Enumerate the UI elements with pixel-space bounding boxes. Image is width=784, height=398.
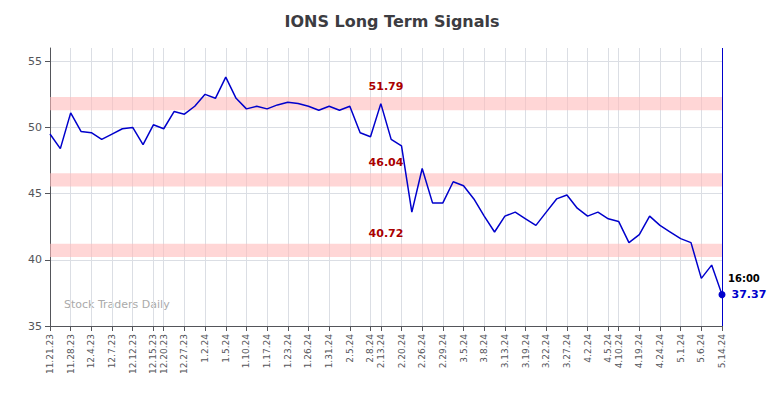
- svg-text:12.15.23: 12.15.23: [148, 334, 158, 374]
- svg-text:2.13.24: 2.13.24: [376, 334, 386, 369]
- svg-text:11.28.23: 11.28.23: [66, 334, 76, 374]
- svg-text:37.37: 37.37: [732, 288, 767, 301]
- svg-text:2.26.24: 2.26.24: [417, 334, 427, 369]
- svg-text:11.21.23: 11.21.23: [45, 334, 55, 374]
- svg-text:4.19.24: 4.19.24: [634, 334, 644, 369]
- svg-text:40.72: 40.72: [369, 227, 404, 240]
- svg-text:16:00: 16:00: [728, 273, 760, 284]
- svg-text:3.8.24: 3.8.24: [479, 334, 489, 363]
- svg-text:3.5.24: 3.5.24: [459, 334, 469, 363]
- svg-text:12.12.23: 12.12.23: [128, 334, 138, 374]
- svg-text:12.27.23: 12.27.23: [179, 334, 189, 374]
- svg-text:51.79: 51.79: [369, 80, 404, 93]
- svg-text:55: 55: [28, 55, 42, 68]
- svg-text:40: 40: [28, 253, 42, 266]
- svg-text:5.1.24: 5.1.24: [676, 334, 686, 363]
- svg-text:2.5.24: 2.5.24: [345, 334, 355, 363]
- svg-text:2.29.24: 2.29.24: [438, 334, 448, 369]
- svg-text:12.7.23: 12.7.23: [107, 334, 117, 368]
- svg-text:4.10.24: 4.10.24: [614, 334, 624, 369]
- svg-text:50: 50: [28, 121, 42, 134]
- svg-text:12.20.23: 12.20.23: [159, 334, 169, 374]
- svg-text:4.2.24: 4.2.24: [583, 334, 593, 363]
- svg-text:3.13.24: 3.13.24: [500, 334, 510, 369]
- svg-text:IONS Long Term Signals: IONS Long Term Signals: [284, 12, 499, 31]
- svg-text:5.6.24: 5.6.24: [696, 334, 706, 363]
- svg-text:1.2.24: 1.2.24: [200, 334, 210, 363]
- svg-text:Stock Traders Daily: Stock Traders Daily: [64, 298, 170, 311]
- svg-text:45: 45: [28, 187, 42, 200]
- svg-text:2.8.24: 2.8.24: [365, 334, 375, 363]
- svg-text:1.17.24: 1.17.24: [262, 334, 272, 369]
- svg-text:12.4.23: 12.4.23: [86, 334, 96, 368]
- svg-text:1.26.24: 1.26.24: [303, 334, 313, 369]
- svg-text:1.10.24: 1.10.24: [241, 334, 251, 369]
- svg-text:1.5.24: 1.5.24: [221, 334, 231, 363]
- svg-text:4.24.24: 4.24.24: [655, 334, 665, 369]
- svg-text:2.20.24: 2.20.24: [397, 334, 407, 369]
- svg-text:4.5.24: 4.5.24: [603, 334, 613, 363]
- svg-text:35: 35: [28, 320, 42, 333]
- svg-text:3.19.24: 3.19.24: [521, 334, 531, 369]
- svg-text:3.27.24: 3.27.24: [562, 334, 572, 369]
- svg-text:46.04: 46.04: [369, 156, 404, 169]
- svg-text:3.22.24: 3.22.24: [541, 334, 551, 369]
- svg-text:1.23.24: 1.23.24: [283, 334, 293, 369]
- svg-text:1.31.24: 1.31.24: [324, 334, 334, 369]
- svg-text:5.14.24: 5.14.24: [717, 334, 727, 369]
